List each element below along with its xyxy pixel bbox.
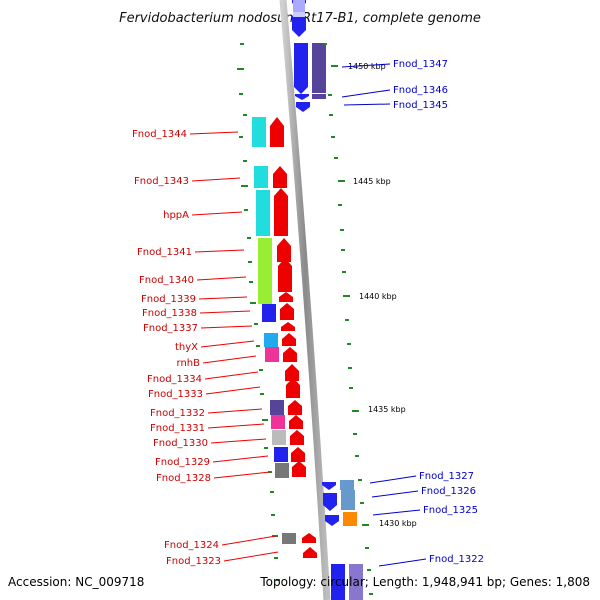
gene-label-fnod-1333[interactable]: Fnod_1333 xyxy=(148,389,203,400)
gene-arrow-fnod-1340[interactable] xyxy=(278,258,292,292)
gene-label-fnod-1334[interactable]: Fnod_1334 xyxy=(147,374,202,385)
right-gene-labels: Fnod_1347 Fnod_1346 Fnod_1345 Fnod_1327 … xyxy=(393,59,484,565)
feature-block xyxy=(340,480,354,490)
gene-label-fnod-1327[interactable]: Fnod_1327 xyxy=(419,471,474,482)
gene-label-fnod-1338[interactable]: Fnod_1338 xyxy=(142,308,197,319)
gene-label-hppa[interactable]: hppA xyxy=(163,210,189,221)
gene-label-fnod-1339[interactable]: Fnod_1339 xyxy=(141,294,196,305)
gene-label-rnhb[interactable]: rnhB xyxy=(177,358,201,369)
accession-text: Accession: NC_009718 xyxy=(8,575,144,589)
gene-label-fnod-1341[interactable]: Fnod_1341 xyxy=(137,247,192,258)
feature-block xyxy=(312,94,326,99)
gene-label-fnod-1344[interactable]: Fnod_1344 xyxy=(132,129,187,140)
gene-arrow-fnod-1329[interactable] xyxy=(291,447,305,462)
feature-block xyxy=(264,333,278,347)
gene-arrow-fnod-1334[interactable] xyxy=(285,364,299,381)
gene-label-fnod-1324[interactable]: Fnod_1324 xyxy=(164,540,219,551)
gene-arrow-fnod-1323[interactable] xyxy=(303,547,317,558)
gene-label-fnod-1330[interactable]: Fnod_1330 xyxy=(153,438,208,449)
feature-block xyxy=(312,43,326,93)
gene-arrow-fnod-1326[interactable] xyxy=(323,493,337,511)
gene-arrow-fnod-1324[interactable] xyxy=(302,533,316,543)
gene-label-fnod-1345[interactable]: Fnod_1345 xyxy=(393,100,448,111)
feature-block xyxy=(275,463,289,478)
gene-label-fnod-1323[interactable]: Fnod_1323 xyxy=(166,556,221,567)
gene-label-thyx[interactable]: thyX xyxy=(175,342,198,353)
gene-arrow-fnod-1331[interactable] xyxy=(289,415,303,429)
gene-arrow-fnod-1322[interactable] xyxy=(331,564,345,600)
feature-block xyxy=(272,430,286,445)
gene-label-fnod-1337[interactable]: Fnod_1337 xyxy=(143,323,198,334)
gene-arrow-fnod-1341[interactable] xyxy=(277,238,291,262)
gene-arrow-fnod-1346[interactable] xyxy=(295,94,309,100)
feature-block xyxy=(282,533,296,544)
gene-arrow-hppa[interactable] xyxy=(274,188,288,236)
gene-label-fnod-1326[interactable]: Fnod_1326 xyxy=(421,486,476,497)
feature-block xyxy=(274,447,288,462)
scale-label-1440: 1440 kbp xyxy=(359,292,397,301)
feature-block xyxy=(343,512,357,526)
gene-arrow-fnod-1333[interactable] xyxy=(286,378,300,398)
gene-label-fnod-1322[interactable]: Fnod_1322 xyxy=(429,554,484,565)
scale-labels: 1450 kbp 1445 kbp 1440 kbp 1435 kbp 1430… xyxy=(348,62,417,528)
feature-block xyxy=(270,400,284,415)
scale-label-1450: 1450 kbp xyxy=(348,62,386,71)
gene-label-fnod-1331[interactable]: Fnod_1331 xyxy=(150,423,205,434)
gene-label-fnod-1343[interactable]: Fnod_1343 xyxy=(134,176,189,187)
gene-arrow-fnod-1330[interactable] xyxy=(290,430,304,445)
left-gene-labels: Fnod_1344 Fnod_1343 hppA Fnod_1341 Fnod_… xyxy=(132,129,221,567)
reverse-strand-genes xyxy=(292,0,345,600)
scale-label-1430: 1430 kbp xyxy=(379,519,417,528)
feature-block xyxy=(265,347,279,362)
feature-block xyxy=(262,304,276,322)
feature-block xyxy=(256,190,270,236)
gene-arrow-fnod-1344[interactable] xyxy=(270,117,284,147)
feature-block xyxy=(271,415,285,429)
feature-block xyxy=(254,166,268,188)
gene-arrow-fnod-1339[interactable] xyxy=(279,292,293,302)
gene-arrow-fnod-1332[interactable] xyxy=(288,400,302,415)
gene-arrow-fnod-1338[interactable] xyxy=(280,303,294,320)
right-label-leaders xyxy=(341,63,427,567)
genome-backbone xyxy=(279,0,331,600)
feature-block xyxy=(293,0,305,12)
gene-label-fnod-1332[interactable]: Fnod_1332 xyxy=(150,408,205,419)
left-label-leaders xyxy=(189,131,279,562)
gene-arrow-fnod-1347[interactable] xyxy=(294,43,308,94)
gene-label-fnod-1329[interactable]: Fnod_1329 xyxy=(155,457,210,468)
gene-arrow-thyx[interactable] xyxy=(282,333,296,346)
gene-arrow-fnod-1325[interactable] xyxy=(325,515,339,526)
topology-text: Topology: circular; Length: 1,948,941 bp… xyxy=(259,575,590,589)
gene-arrow-fnod-1337[interactable] xyxy=(281,322,295,331)
gene-arrow-fnod-1348[interactable] xyxy=(292,16,306,37)
feature-block xyxy=(252,117,266,147)
scale-label-1435: 1435 kbp xyxy=(368,405,406,414)
gene-arrow-fnod-1327[interactable] xyxy=(322,482,336,490)
position-ticks xyxy=(237,43,373,595)
gene-label-fnod-1340[interactable]: Fnod_1340 xyxy=(139,275,194,286)
gene-arrow-rnhb[interactable] xyxy=(283,347,297,362)
feature-blocks xyxy=(252,0,363,600)
scale-label-1445: 1445 kbp xyxy=(353,177,391,186)
gene-label-fnod-1325[interactable]: Fnod_1325 xyxy=(423,505,478,516)
gene-label-fnod-1347[interactable]: Fnod_1347 xyxy=(393,59,448,70)
gene-label-fnod-1346[interactable]: Fnod_1346 xyxy=(393,85,448,96)
gene-arrow-fnod-1343[interactable] xyxy=(273,166,287,188)
feature-block xyxy=(293,12,305,17)
gene-arrow-fnod-1328[interactable] xyxy=(292,461,306,477)
feature-block xyxy=(341,490,355,510)
forward-strand-genes xyxy=(270,117,317,558)
feature-block xyxy=(349,564,363,600)
feature-block xyxy=(258,238,272,304)
gene-label-fnod-1328[interactable]: Fnod_1328 xyxy=(156,473,211,484)
gene-arrow-fnod-1345[interactable] xyxy=(296,102,310,112)
